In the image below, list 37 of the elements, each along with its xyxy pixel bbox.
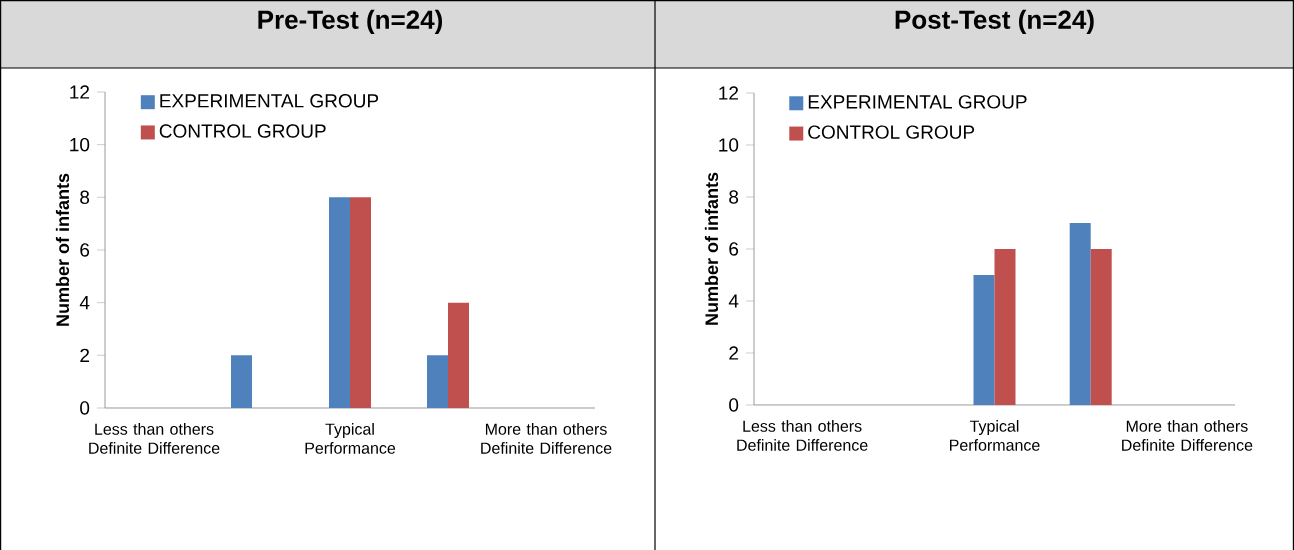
y-axis-title: Number of infants [704, 172, 719, 325]
chart-title: Pre-Test (n=24) [258, 9, 442, 35]
y-tick-label: 12 [719, 86, 738, 100]
bar [1069, 222, 1091, 405]
bar [350, 197, 371, 408]
y-tick-label: 12 [70, 85, 90, 99]
bar [427, 355, 448, 408]
y-tick-label: 8 [80, 190, 90, 205]
y-axis-title: Number of infants [55, 173, 70, 326]
legend-label: EXPERIMENTAL GROUP [808, 95, 1027, 109]
y-tick-label: 10 [719, 138, 739, 152]
legend-label: CONTROL GROUP [808, 125, 975, 139]
y-tick-label: 2 [729, 346, 739, 360]
x-tick-label: Less than others Definite Difference [737, 420, 868, 451]
bar [329, 197, 350, 408]
bar [448, 302, 469, 408]
bar [1090, 248, 1112, 405]
bar [994, 248, 1016, 405]
y-tick-label: 8 [729, 190, 739, 204]
y-tick-label: 0 [80, 401, 90, 415]
x-tick-label: Typical Performance [305, 423, 396, 454]
bar [231, 355, 253, 408]
bar [973, 274, 995, 405]
y-tick-label: 2 [80, 348, 90, 362]
y-tick-label: 4 [79, 296, 90, 310]
chart-title: Post-Test (n=24) [895, 9, 1094, 35]
y-tick-label: 10 [70, 137, 90, 152]
x-tick-label: Typical Performance [950, 420, 1040, 451]
legend-label: CONTROL GROUP [159, 124, 326, 138]
y-tick-label: 6 [80, 243, 90, 257]
y-tick-label: 6 [729, 242, 739, 256]
x-tick-label: More than others Definite Difference [481, 423, 612, 454]
x-tick-label: More than others Definite Difference [1122, 420, 1253, 451]
y-tick-label: 0 [729, 398, 739, 412]
x-tick-label: Less than others Definite Difference [89, 423, 220, 454]
legend-label: EXPERIMENTAL GROUP [160, 94, 379, 108]
y-tick-label: 4 [728, 294, 739, 308]
